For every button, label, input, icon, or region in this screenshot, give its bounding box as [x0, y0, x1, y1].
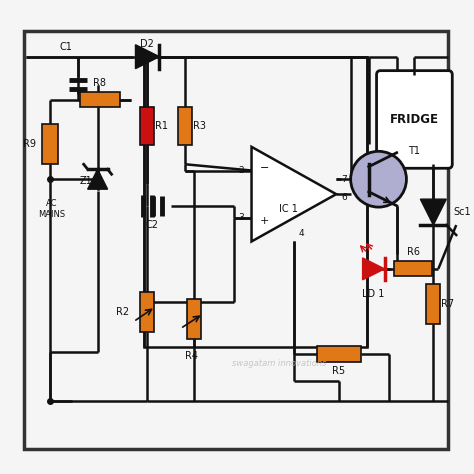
Text: Z1: Z1 — [80, 176, 92, 186]
Text: R2: R2 — [117, 307, 129, 317]
Polygon shape — [136, 45, 159, 69]
Text: swagatam innovations: swagatam innovations — [232, 359, 326, 368]
Bar — [24, 31, 448, 449]
Text: R6: R6 — [407, 247, 420, 257]
Text: D2: D2 — [140, 39, 155, 49]
Polygon shape — [88, 169, 108, 189]
Text: 3: 3 — [238, 213, 244, 222]
Text: R3: R3 — [193, 121, 206, 131]
Text: +: + — [259, 216, 269, 226]
Text: R8: R8 — [93, 78, 106, 88]
Text: R7: R7 — [441, 299, 455, 309]
Text: R5: R5 — [332, 365, 345, 375]
Bar — [42, 125, 58, 164]
Bar — [80, 91, 119, 108]
Bar — [178, 108, 192, 146]
Text: −: − — [259, 163, 269, 173]
Polygon shape — [363, 258, 384, 280]
Text: T1: T1 — [409, 146, 420, 156]
Polygon shape — [252, 147, 336, 241]
Text: IC 1: IC 1 — [280, 204, 298, 214]
Polygon shape — [420, 199, 447, 225]
Text: R9: R9 — [23, 139, 36, 149]
Text: AC
MAINS: AC MAINS — [38, 200, 65, 219]
Bar — [145, 57, 366, 346]
Text: FRIDGE: FRIDGE — [390, 113, 439, 126]
Text: C1: C1 — [59, 42, 72, 52]
Text: C2: C2 — [146, 220, 159, 230]
Bar — [140, 108, 155, 146]
Bar — [140, 292, 155, 332]
Text: 2: 2 — [238, 166, 244, 175]
Circle shape — [351, 151, 406, 207]
Bar — [427, 284, 440, 324]
Text: 4: 4 — [299, 229, 304, 238]
Bar — [317, 346, 361, 362]
Bar — [394, 261, 432, 276]
Text: R4: R4 — [185, 351, 198, 361]
Text: LD 1: LD 1 — [363, 289, 385, 299]
Bar — [187, 299, 201, 338]
FancyBboxPatch shape — [376, 71, 452, 168]
Text: 7: 7 — [341, 175, 347, 184]
Text: R1: R1 — [155, 121, 168, 131]
Text: 6: 6 — [341, 192, 347, 201]
Text: Sc1: Sc1 — [453, 207, 471, 217]
